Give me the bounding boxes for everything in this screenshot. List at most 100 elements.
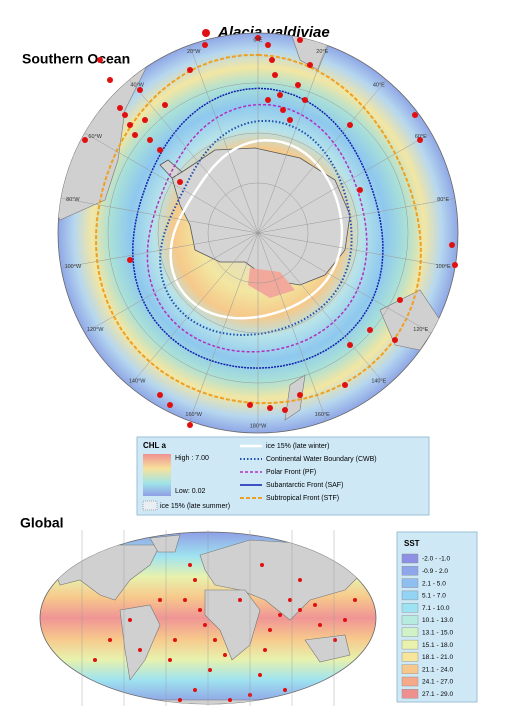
lon-label: 120°W [87, 327, 104, 333]
occurrence [277, 92, 283, 98]
sst-label: 15.1 - 18.0 [422, 642, 453, 649]
occurrence [247, 402, 253, 408]
legend-label: ice 15% (late winter) [266, 443, 329, 450]
occurrence [297, 392, 303, 398]
occurrence [183, 598, 187, 602]
graticule-labels: 0°E 20°E 40°E 60°E 80°E 100°E 120°E 140°E 160°E 1… [65, 37, 451, 429]
occurrence [449, 242, 455, 248]
lon-label: 120°E [413, 327, 428, 333]
occurrence [198, 608, 202, 612]
sst-swatch [401, 639, 419, 650]
lon-label: 160°W [185, 412, 202, 418]
graticule [81, 530, 335, 706]
occurrence [117, 105, 123, 111]
antarctica [171, 147, 351, 286]
lon-label: 100°E [436, 264, 451, 270]
occurrence [97, 57, 103, 63]
sst-swatch [401, 566, 419, 576]
lon-label: 20°E [316, 49, 328, 55]
sst-swatch [401, 664, 419, 674]
sst-legend: SST -2.0 - -1.0 -0.9 - 2.0 2.1 - 5.0 5.1 - … [396, 531, 478, 703]
occurrence [347, 342, 353, 348]
graticule [60, 33, 456, 433]
sst-swatch [401, 578, 419, 588]
lon-label: 0°E [254, 37, 263, 43]
occurrence [353, 598, 357, 602]
legend-label: High : 7.00 [175, 455, 209, 462]
occurrence [82, 137, 88, 143]
occurrence [397, 297, 403, 303]
sst-swatch [401, 615, 419, 625]
lon-label: 80°W [66, 197, 80, 203]
occurrence [333, 638, 337, 642]
occurrence [93, 658, 97, 662]
sst-swatch [401, 553, 419, 564]
occurrence [342, 382, 348, 388]
lon-label: 40°W [130, 83, 144, 89]
lon-label: 180°W [250, 423, 267, 429]
occurrence [193, 688, 197, 692]
occurrence [147, 137, 153, 143]
sst-swatch [401, 652, 419, 662]
occurrence [142, 117, 148, 123]
occurrence [223, 653, 227, 657]
lon-label: 60°E [415, 134, 427, 140]
occurrence [392, 337, 398, 343]
occurrence [417, 137, 423, 143]
occurrence [452, 262, 458, 268]
lon-label: 140°W [129, 378, 146, 384]
lon-label: 20°W [187, 49, 201, 55]
occurrence [132, 132, 138, 138]
occurrence [313, 603, 317, 607]
occurrence [187, 422, 193, 428]
occurrence [343, 618, 347, 622]
occurrence [122, 112, 128, 118]
sst-label: 21.1 - 24.0 [422, 666, 453, 673]
occurrence [272, 72, 278, 78]
parallel [157, 132, 359, 334]
occurrence [367, 327, 373, 333]
occurrence [203, 623, 207, 627]
occurrence [157, 147, 163, 153]
occurrence [287, 117, 293, 123]
occurrence [278, 613, 282, 617]
occurrence [187, 67, 193, 73]
sst-label: 27.1 - 29.0 [422, 691, 453, 698]
sst-label: 13.1 - 15.0 [422, 630, 453, 637]
occurrence [168, 658, 172, 662]
ross-sea [248, 268, 295, 298]
occurrence [302, 97, 308, 103]
occurrence [107, 77, 113, 83]
sst-label: 18.1 - 21.0 [422, 654, 453, 661]
legend-label: Polar Front (PF) [266, 469, 316, 476]
legend-box [136, 436, 430, 516]
sst-label: 2.1 - 5.0 [422, 580, 446, 587]
occurrence [178, 698, 182, 702]
occurrence [267, 405, 273, 411]
occurrence [269, 57, 275, 63]
occurrence [357, 187, 363, 193]
occurrence [265, 42, 271, 48]
occurrence [298, 608, 302, 612]
occurrences [93, 563, 357, 702]
occurrence [283, 688, 287, 692]
occurrence [108, 638, 112, 642]
occurrence [167, 402, 173, 408]
legend-label: ice 15% (late summer) [160, 503, 230, 510]
legend-title: SST [404, 539, 420, 548]
ice-swatch [142, 500, 158, 511]
occurrence [282, 407, 288, 413]
occurrence [202, 42, 208, 48]
sst-swatch [401, 689, 419, 699]
legend-label: CHL a [143, 441, 167, 450]
legend-label: Continental Water Boundary (CWB) [266, 456, 377, 463]
sst-label: -2.0 - -1.0 [422, 556, 451, 563]
sst-label: 24.1 - 27.0 [422, 679, 453, 686]
lon-label: 40°E [373, 83, 385, 89]
occurrence [128, 618, 132, 622]
occurrence [162, 102, 168, 108]
parallel [107, 82, 409, 384]
occurrence [307, 62, 313, 68]
occurrence [137, 87, 143, 93]
lon-label: 60°W [88, 134, 102, 140]
